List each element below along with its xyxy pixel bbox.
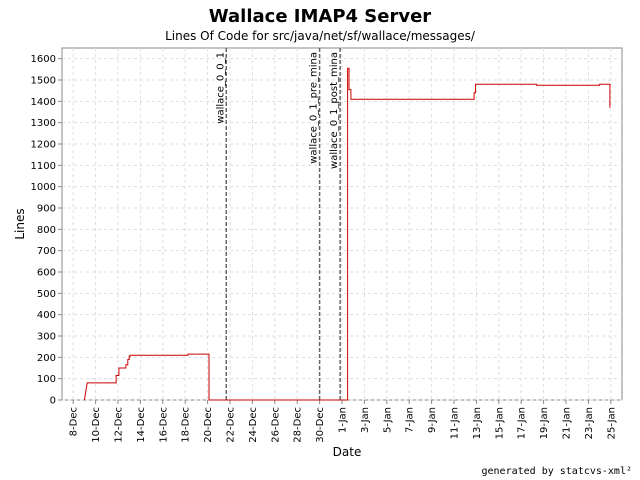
- series: [83, 67, 611, 401]
- x-tick-label: 13-Jan: [472, 407, 483, 439]
- x-tick-label: 8-Dec: [69, 407, 80, 436]
- x-tick-label: 23-Jan: [584, 407, 595, 439]
- x-tick-label: 28-Dec: [293, 407, 304, 443]
- y-axis-title: Lines: [13, 208, 27, 239]
- x-tick-label: 19-Jan: [539, 407, 550, 439]
- x-tick-label: 11-Jan: [450, 407, 461, 439]
- x-tick-label: 9-Jan: [427, 407, 438, 433]
- x-tick-label: 5-Jan: [382, 407, 393, 433]
- y-tick-label: 0: [50, 396, 56, 407]
- grid: [62, 48, 622, 401]
- y-tick-label: 1500: [31, 76, 56, 87]
- y-tick-label: 800: [37, 225, 56, 236]
- x-tick-label: 14-Dec: [136, 407, 147, 443]
- x-tick-label: 3-Jan: [360, 407, 371, 433]
- y-tick-label: 1000: [31, 182, 56, 193]
- y-tick-label: 900: [37, 204, 56, 215]
- y-axis: 0 100 200 300 400 500 600 700 800 900 1000 1100 1200…: [31, 54, 62, 407]
- y-tick-label: 700: [37, 246, 56, 257]
- x-tick-label: 1-Jan: [338, 407, 349, 433]
- x-tick-label: 25-Jan: [606, 407, 617, 439]
- x-tick-label: 26-Dec: [270, 407, 281, 443]
- x-axis: 8-Dec 10-Dec 12-Dec 14-Dec 16-Dec 18-Dec 20-De…: [69, 400, 617, 443]
- y-tick-label: 1300: [31, 118, 56, 129]
- y-tick-label: 500: [37, 289, 56, 300]
- x-tick-label: 18-Dec: [181, 407, 192, 443]
- x-tick-label: 16-Dec: [158, 407, 169, 443]
- x-tick-label: 21-Jan: [562, 407, 573, 439]
- x-axis-title: Date: [333, 445, 362, 459]
- x-tick-label: 10-Dec: [91, 407, 102, 443]
- x-tick-label: 15-Jan: [494, 407, 505, 439]
- x-tick-label: 24-Dec: [248, 407, 259, 443]
- version-marker-label: wallace_0_0_1: [215, 52, 226, 124]
- y-tick-label: 200: [37, 353, 56, 364]
- y-tick-label: 400: [37, 310, 56, 321]
- version-marker-label: wallace_0_1_pre_mina: [309, 52, 320, 164]
- x-tick-label: 22-Dec: [226, 407, 237, 443]
- y-tick-label: 1100: [31, 161, 56, 172]
- x-tick-label: 30-Dec: [315, 407, 326, 443]
- chart-title: Wallace IMAP4 Server: [209, 6, 432, 27]
- generated-by-footer: generated by statcvs-xml²: [481, 466, 632, 477]
- x-tick-label: 12-Dec: [114, 407, 125, 443]
- loc-series-line: [83, 67, 611, 401]
- y-tick-label: 300: [37, 332, 56, 343]
- x-tick-label: 17-Jan: [517, 407, 528, 439]
- x-tick-label: 20-Dec: [203, 407, 214, 443]
- version-marker-label: wallace_0_1_post_mina: [329, 52, 340, 169]
- markers: wallace_0_0_1 wallace_0_1_pre_mina wallace…: [215, 48, 341, 400]
- x-tick-label: 7-Jan: [405, 407, 416, 433]
- y-tick-label: 1200: [31, 140, 56, 151]
- y-tick-label: 1400: [31, 97, 56, 108]
- y-tick-label: 600: [37, 268, 56, 279]
- y-tick-label: 100: [37, 374, 56, 385]
- chart-subtitle: Lines Of Code for src/java/net/sf/wallac…: [165, 29, 476, 43]
- y-tick-label: 1600: [31, 54, 56, 65]
